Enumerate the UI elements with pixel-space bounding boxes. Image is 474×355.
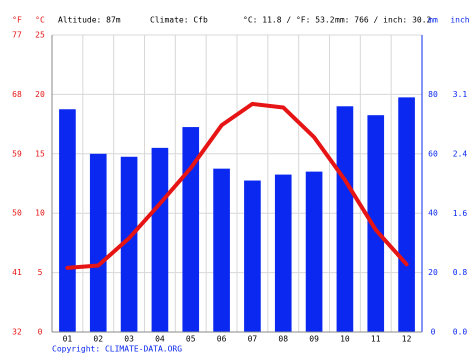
- x-tick-label: 10: [340, 335, 350, 344]
- bar: [274, 174, 292, 332]
- y-tick-label: 5: [38, 268, 43, 277]
- y2-tick-label: 0: [431, 328, 436, 337]
- y3-tick-label: 41: [12, 268, 22, 277]
- y4-label: inch: [450, 16, 469, 25]
- y3-tick-label: 50: [12, 209, 22, 218]
- info-text: °C: 11.8 / °F: 53.2: [243, 16, 335, 25]
- info-text: mm: 766 / inch: 30.2: [335, 16, 432, 25]
- info-text: Altitude: 87m: [58, 16, 121, 25]
- y-tick-label: 0: [38, 328, 43, 337]
- bar: [336, 106, 354, 332]
- y2-tick-label: 60: [428, 149, 438, 158]
- bar: [182, 127, 200, 332]
- line: [65, 101, 409, 270]
- bar: [305, 171, 323, 332]
- bar: [244, 180, 261, 332]
- bar: [398, 97, 415, 333]
- x-tick-label: 06: [217, 335, 227, 344]
- bar: [151, 147, 169, 332]
- y2-tick-label: 20: [428, 268, 438, 277]
- y2-tick-label: 40: [428, 209, 438, 218]
- bar: [367, 115, 385, 332]
- y-tick-label: 15: [35, 149, 45, 158]
- x-tick-label: 02: [93, 335, 103, 344]
- y3-tick-label: 59: [12, 149, 22, 158]
- y4-tick-label: 3.1: [453, 90, 468, 99]
- x-tick-label: 11: [371, 335, 381, 344]
- y4-tick-label: 1.6: [453, 209, 468, 218]
- y3-tick-label: 77: [12, 31, 22, 40]
- x-tick-label: 12: [402, 335, 412, 344]
- y4-tick-label: 0.8: [453, 268, 468, 277]
- y-tick-label: 20: [35, 90, 45, 99]
- x-tick-label: 03: [124, 335, 134, 344]
- y4-tick-label: 2.4: [453, 150, 468, 159]
- x-tick-label: 07: [248, 335, 258, 344]
- y2-tick-label: 80: [428, 90, 438, 99]
- y3-tick-label: 68: [12, 90, 22, 99]
- bar: [89, 153, 107, 332]
- y2-label: mm: [428, 16, 438, 25]
- x-tick-label: 04: [155, 335, 165, 344]
- y4-tick-label: 0.0: [453, 328, 468, 337]
- x-tick-label: 08: [278, 335, 288, 344]
- x-tick-label: 01: [63, 335, 73, 344]
- info-text: Climate: Cfb: [150, 16, 208, 25]
- y-tick-label: 10: [35, 209, 45, 218]
- x-tick-label: 05: [186, 335, 196, 344]
- x-tick-label: 09: [309, 335, 319, 344]
- bar: [120, 156, 138, 332]
- bar: [59, 109, 76, 332]
- y3-label: °F: [12, 16, 22, 25]
- y3-tick-label: 32: [12, 328, 22, 337]
- y-tick-label: 25: [35, 31, 45, 40]
- bar: [213, 168, 230, 332]
- y-label: °C: [35, 16, 45, 25]
- footer: Copyright: CLIMATE-DATA.ORG: [52, 345, 182, 354]
